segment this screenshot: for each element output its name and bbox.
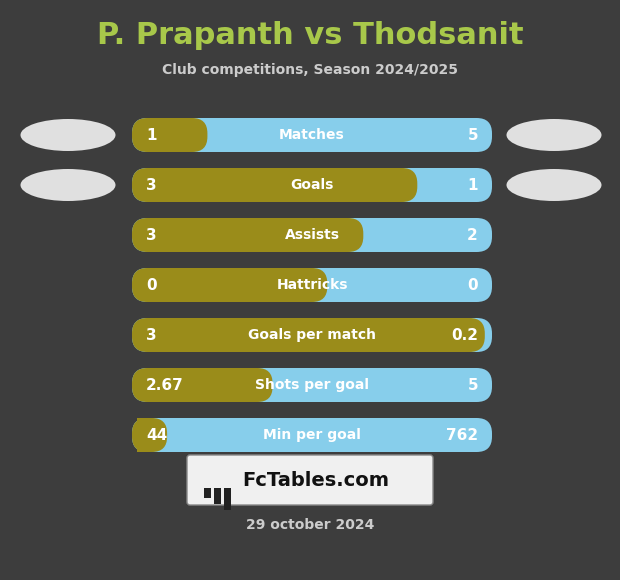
Text: Goals: Goals xyxy=(290,178,334,192)
FancyBboxPatch shape xyxy=(132,418,492,452)
Bar xyxy=(387,168,402,202)
FancyBboxPatch shape xyxy=(132,418,167,452)
Text: 3: 3 xyxy=(146,227,157,242)
Text: 0: 0 xyxy=(467,277,478,292)
Bar xyxy=(214,488,221,504)
FancyBboxPatch shape xyxy=(132,268,492,302)
Text: Goals per match: Goals per match xyxy=(248,328,376,342)
Text: Club competitions, Season 2024/2025: Club competitions, Season 2024/2025 xyxy=(162,63,458,77)
Text: 1: 1 xyxy=(146,128,156,143)
Bar xyxy=(204,488,211,498)
Text: 2: 2 xyxy=(467,227,478,242)
FancyBboxPatch shape xyxy=(132,368,273,402)
Text: 5: 5 xyxy=(467,128,478,143)
Text: Matches: Matches xyxy=(279,128,345,142)
Ellipse shape xyxy=(507,119,601,151)
FancyBboxPatch shape xyxy=(132,218,363,252)
FancyBboxPatch shape xyxy=(132,118,208,152)
FancyBboxPatch shape xyxy=(132,168,492,202)
Text: 0.2: 0.2 xyxy=(451,328,478,343)
Text: 0: 0 xyxy=(146,277,157,292)
FancyBboxPatch shape xyxy=(132,318,492,352)
Bar xyxy=(242,368,257,402)
Text: 44: 44 xyxy=(146,427,167,443)
Text: 29 october 2024: 29 october 2024 xyxy=(246,518,374,532)
Bar xyxy=(297,268,312,302)
FancyBboxPatch shape xyxy=(132,268,327,302)
Bar xyxy=(454,318,469,352)
FancyBboxPatch shape xyxy=(132,318,485,352)
Ellipse shape xyxy=(20,119,115,151)
Bar xyxy=(136,418,152,452)
Bar xyxy=(177,118,192,152)
FancyBboxPatch shape xyxy=(132,118,492,152)
Text: 2.67: 2.67 xyxy=(146,378,184,393)
Text: 1: 1 xyxy=(467,177,478,193)
Bar xyxy=(224,488,231,510)
Text: Hattricks: Hattricks xyxy=(277,278,348,292)
Text: Assists: Assists xyxy=(285,228,340,242)
FancyBboxPatch shape xyxy=(132,368,492,402)
Ellipse shape xyxy=(20,169,115,201)
Text: 5: 5 xyxy=(467,378,478,393)
FancyBboxPatch shape xyxy=(132,168,417,202)
FancyBboxPatch shape xyxy=(132,218,492,252)
Text: 3: 3 xyxy=(146,177,157,193)
FancyBboxPatch shape xyxy=(187,455,433,505)
Text: P. Prapanth vs Thodsanit: P. Prapanth vs Thodsanit xyxy=(97,20,523,49)
Text: FcTables.com: FcTables.com xyxy=(242,470,389,490)
Bar xyxy=(333,218,348,252)
Text: 3: 3 xyxy=(146,328,157,343)
Ellipse shape xyxy=(507,169,601,201)
Text: 762: 762 xyxy=(446,427,478,443)
Text: Shots per goal: Shots per goal xyxy=(255,378,369,392)
Text: Min per goal: Min per goal xyxy=(263,428,361,442)
